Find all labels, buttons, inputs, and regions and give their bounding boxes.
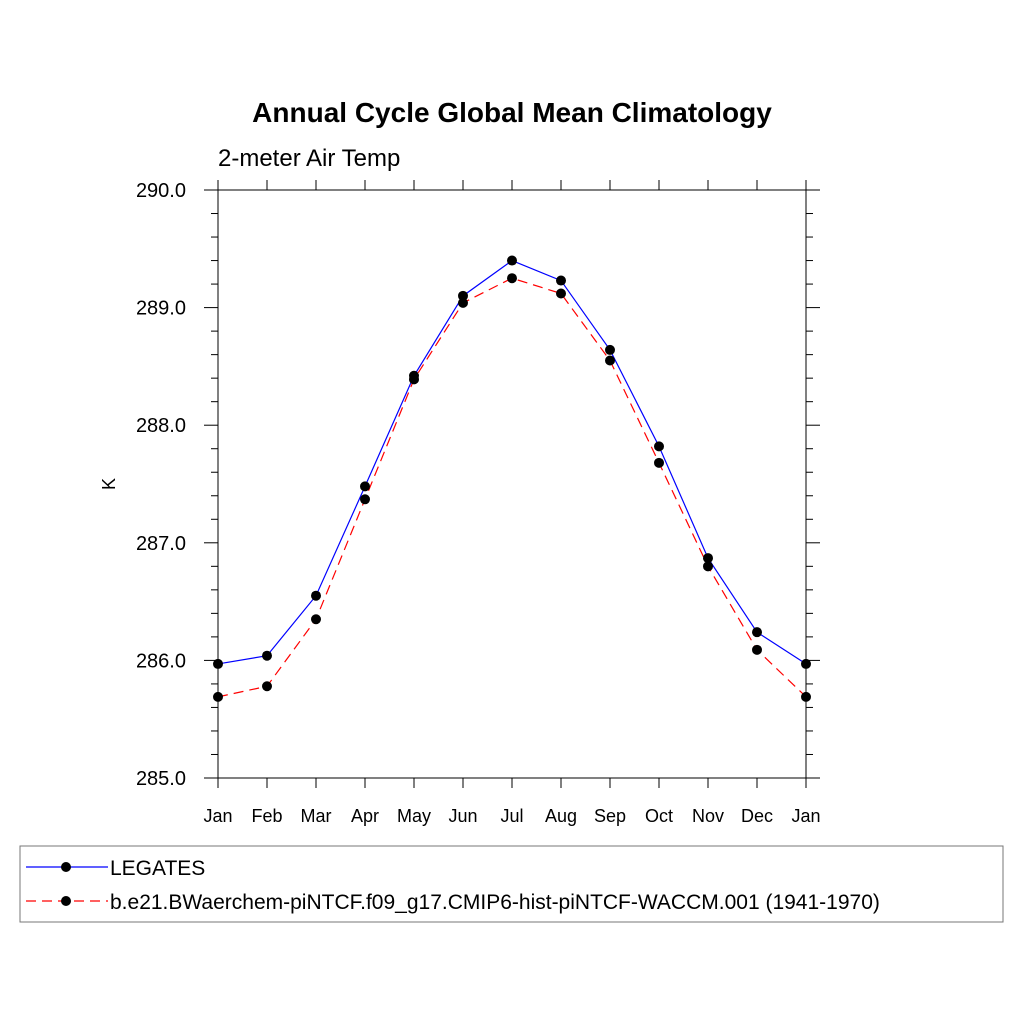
data-point-series-1: [654, 457, 664, 468]
x-tick-label: Aug: [545, 806, 577, 826]
data-point-series-1: [213, 691, 223, 702]
data-point-series-1: [605, 355, 615, 366]
x-tick-label: Jun: [448, 806, 477, 826]
chart-title: Annual Cycle Global Mean Climatology: [252, 97, 772, 128]
x-tick-label: May: [397, 806, 431, 826]
x-tick-label: Mar: [301, 806, 332, 826]
data-point-series-1: [507, 273, 517, 284]
x-tick-label: Jan: [203, 806, 232, 826]
axes-frame: Jan Feb Mar Apr May Jun Jul Aug Sep Oct Nov Dec Jan 2…: [136, 180, 821, 826]
x-tick-label: Jul: [500, 806, 523, 826]
data-point-series-0: [262, 650, 272, 661]
series-line-0: [217, 259, 807, 665]
legend: LEGATES b.e21.BWaerchem-piNTCF.f09_g17.C…: [19, 845, 1004, 923]
chart-subtitle: 2-meter Air Temp: [218, 145, 400, 172]
data-point-series-1: [752, 644, 762, 655]
data-point-series-1: [556, 288, 566, 299]
data-point-series-1: [703, 561, 713, 572]
data-point-series-0: [605, 344, 615, 355]
data-point-series-1: [458, 297, 468, 308]
x-tick-label: Nov: [692, 806, 724, 826]
data-point-series-0: [458, 290, 468, 301]
x-tick-label: Feb: [251, 806, 282, 826]
data-point-series-1: [262, 681, 272, 692]
data-point-series-0: [654, 441, 664, 452]
y-tick-label: 286.0: [136, 650, 186, 672]
data-point-series-1: [801, 691, 811, 702]
x-tick-label: Jan: [791, 806, 820, 826]
data-point-series-1: [311, 614, 321, 625]
series-line-1: [217, 277, 807, 698]
x-tick-label: Sep: [594, 806, 626, 826]
y-tick-label: 290.0: [136, 180, 186, 202]
legend-label-legates: LEGATES: [110, 857, 205, 880]
series-layer: [213, 255, 811, 702]
legend-box: [19, 845, 1004, 923]
legend-marker-legates: [61, 862, 71, 872]
data-point-series-1: [360, 494, 370, 505]
data-point-series-0: [311, 590, 321, 601]
data-point-series-0: [752, 627, 762, 638]
y-tick-label: 285.0: [136, 768, 186, 790]
y-tick-label: 287.0: [136, 533, 186, 555]
data-point-series-0: [213, 658, 223, 669]
data-point-series-0: [360, 481, 370, 492]
x-tick-label: Apr: [351, 806, 379, 826]
y-tick-label: 288.0: [136, 415, 186, 437]
data-point-series-1: [409, 374, 419, 385]
data-point-series-0: [556, 275, 566, 286]
legend-label-model: b.e21.BWaerchem-piNTCF.f09_g17.CMIP6-his…: [110, 891, 880, 914]
x-tick-label: Oct: [645, 806, 673, 826]
data-point-series-0: [801, 658, 811, 669]
legend-marker-model: [61, 896, 71, 906]
x-tick-label: Dec: [741, 806, 773, 826]
y-tick-label: 289.0: [136, 298, 186, 320]
data-point-series-0: [703, 553, 713, 564]
data-point-series-0: [507, 255, 517, 266]
y-axis-label: K: [99, 478, 119, 490]
